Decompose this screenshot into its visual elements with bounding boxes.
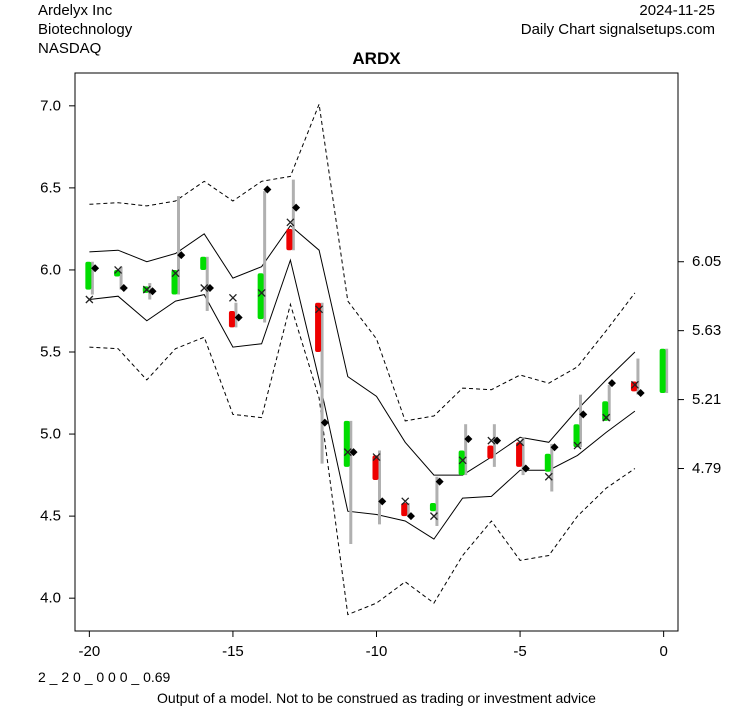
candle-body — [286, 228, 293, 251]
y-tick-right-label: 5.63 — [692, 322, 721, 339]
candle-body — [401, 502, 408, 517]
candle-body — [257, 273, 264, 320]
markers — [85, 185, 645, 521]
y-tick-right-label: 5.21 — [692, 391, 721, 408]
band-outer-upper — [89, 102, 636, 422]
model-code: 2 _ 2 0 _ 0 0 0 _ 0.69 — [38, 669, 171, 685]
diamond-marker — [636, 389, 645, 398]
y-tick-left-label: 4.5 — [40, 508, 61, 525]
cross-marker — [286, 218, 295, 227]
cross-marker — [343, 448, 352, 457]
y-tick-left-label: 6.5 — [40, 179, 61, 196]
diamond-marker — [349, 448, 358, 457]
candle-body — [516, 442, 523, 467]
diamond-marker — [292, 203, 301, 212]
diamond-marker — [435, 477, 444, 486]
cross-marker — [487, 436, 496, 445]
y-tick-left-label: 5.0 — [40, 426, 61, 443]
diamond-marker — [205, 283, 214, 292]
x-tick-label: -15 — [222, 643, 244, 660]
band-inner-lower — [89, 258, 636, 540]
y-tick-right-label: 6.05 — [692, 253, 721, 270]
band-inner-upper — [89, 224, 636, 476]
disclaimer: Output of a model. Not to be construed a… — [157, 690, 596, 706]
candle-body — [372, 455, 379, 481]
candle-body — [200, 256, 207, 270]
cross-marker — [516, 438, 525, 447]
cross-marker — [372, 453, 381, 461]
cross-marker — [315, 305, 324, 314]
cross-marker — [114, 265, 123, 274]
diamond-marker — [148, 287, 157, 296]
diamond-marker — [119, 283, 128, 292]
candle-body — [315, 302, 322, 352]
x-tick-label: -10 — [366, 643, 388, 660]
plot-frame — [74, 72, 679, 632]
candle-body — [228, 310, 235, 328]
cross-marker — [200, 284, 209, 292]
candle-body — [343, 420, 350, 467]
x-tick-label: -5 — [513, 643, 526, 660]
sector-label: Biotechnology — [38, 21, 133, 38]
y-tick-left-label: 7.0 — [40, 97, 61, 114]
diamond-marker — [263, 185, 272, 194]
cross-marker — [429, 512, 438, 521]
diamond-marker — [607, 379, 616, 388]
cross-marker — [630, 380, 639, 389]
candle-body — [487, 445, 494, 459]
y-tick-left-label: 4.0 — [40, 590, 61, 607]
axes: -20 -15 -10 -5 0 4.0 4.5 5.0 5.5 6.0 6.5 7.0 4.79 5.2… — [40, 97, 721, 660]
candle-body — [85, 261, 92, 290]
x-tick-label: -20 — [79, 643, 101, 660]
candle-body — [573, 424, 580, 448]
diamond-marker — [579, 410, 588, 419]
exchange-label: NASDAQ — [38, 40, 102, 57]
x-tick-label: 0 — [659, 643, 667, 660]
cross-marker — [458, 456, 467, 465]
candles — [85, 179, 669, 545]
source-label: Daily Chart signalsetups.com — [520, 21, 715, 38]
candle-body — [458, 450, 465, 476]
y-tick-left-label: 6.0 — [40, 261, 61, 278]
candle-body — [544, 453, 551, 472]
y-tick-right-label: 4.79 — [692, 460, 721, 477]
diamond-marker — [550, 443, 559, 452]
cross-marker — [228, 293, 237, 302]
y-tick-left-label: 5.5 — [40, 344, 61, 361]
diamond-marker — [234, 313, 243, 322]
diamond-marker — [464, 434, 473, 443]
diamond-marker — [378, 497, 387, 506]
cross-marker — [573, 441, 582, 450]
candle-body — [429, 502, 436, 512]
cross-marker — [257, 288, 266, 297]
diamond-marker — [493, 436, 502, 445]
cross-marker — [401, 497, 410, 506]
diamond-marker — [91, 264, 100, 273]
diamond-marker — [177, 251, 186, 260]
band-lines — [89, 102, 636, 616]
chart-date: 2024-11-25 — [639, 2, 715, 19]
chart-title: ARDX — [352, 49, 401, 68]
cross-marker — [142, 285, 151, 294]
cross-marker — [85, 295, 94, 304]
company-name: Ardelyx Inc — [38, 2, 113, 19]
diamond-marker — [406, 512, 415, 521]
cross-marker — [602, 413, 611, 422]
diamond-marker — [320, 418, 329, 427]
cross-marker — [171, 269, 180, 278]
cross-marker — [544, 472, 553, 481]
candle-body — [659, 348, 666, 394]
diamond-marker — [521, 464, 530, 473]
